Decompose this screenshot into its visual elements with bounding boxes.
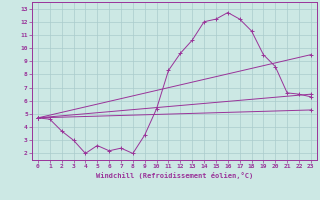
X-axis label: Windchill (Refroidissement éolien,°C): Windchill (Refroidissement éolien,°C) xyxy=(96,172,253,179)
